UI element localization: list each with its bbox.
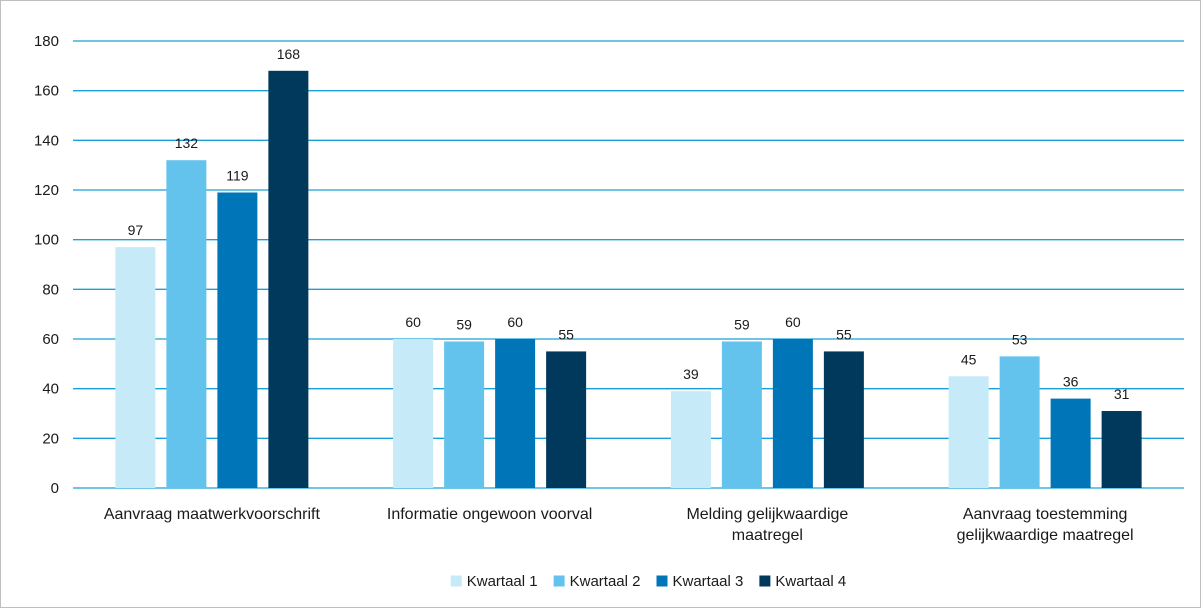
legend-swatch-1 xyxy=(450,575,462,587)
bar-2-1 xyxy=(393,339,434,488)
data-label-1-3: 119 xyxy=(226,167,249,183)
data-label-2-1: 60 xyxy=(405,314,421,330)
category-label-2: Informatie ongewoon voorval xyxy=(387,506,592,523)
y-axis-ticks: 0 20 40 60 80 100 120 140 160 180 xyxy=(34,33,59,497)
y-tick-label-180: 180 xyxy=(34,33,59,50)
data-label-4-4: 31 xyxy=(1114,386,1130,402)
y-tick-label-60: 60 xyxy=(42,331,59,348)
category-label-3-line-2: maatregel xyxy=(732,527,803,544)
data-label-1-4: 168 xyxy=(277,46,301,62)
bar-4-1 xyxy=(948,376,989,488)
data-label-1-2: 132 xyxy=(175,135,199,151)
data-label-2-4: 55 xyxy=(558,326,574,342)
category-label-4-line-1: Aanvraag toestemming xyxy=(963,506,1128,523)
bar-2-3 xyxy=(495,339,536,488)
legend-label-4: Kwartaal 4 xyxy=(775,573,846,590)
data-label-1-1: 97 xyxy=(128,222,144,238)
bar-3-2 xyxy=(721,341,762,488)
legend-label-2: Kwartaal 2 xyxy=(570,573,641,590)
y-tick-label-160: 160 xyxy=(34,83,59,100)
data-label-2-2: 59 xyxy=(456,316,472,332)
y-tick-label-40: 40 xyxy=(42,381,59,398)
y-tick-label-120: 120 xyxy=(34,182,59,199)
bar-1-3 xyxy=(217,192,258,488)
bar-1-1 xyxy=(115,247,156,488)
data-label-3-1: 39 xyxy=(683,366,699,382)
category-label-4-line-2: gelijkwaardige maatregel xyxy=(957,527,1134,544)
y-tick-label-100: 100 xyxy=(34,232,59,249)
x-axis-categories: Aanvraag maatwerkvoorschrift Informatie o… xyxy=(104,506,1134,544)
legend: Kwartaal 1 Kwartaal 2 Kwartaal 3 Kwartaal 4 xyxy=(450,573,846,590)
bar-2-4 xyxy=(546,351,587,488)
bar-3-4 xyxy=(823,351,864,488)
bar-2-2 xyxy=(444,341,485,488)
bar-1-2 xyxy=(166,160,207,488)
data-labels: 97 132 119 168 60 59 60 55 39 59 60 55 45 53 36 31 xyxy=(128,46,1130,402)
bar-4-3 xyxy=(1050,398,1091,488)
data-label-4-3: 36 xyxy=(1063,374,1079,390)
bar-3-3 xyxy=(772,339,813,488)
legend-swatch-3 xyxy=(656,575,668,587)
y-tick-label-80: 80 xyxy=(42,281,59,298)
bar-4-2 xyxy=(999,356,1040,488)
legend-label-3: Kwartaal 3 xyxy=(673,573,744,590)
data-label-3-3: 60 xyxy=(785,314,801,330)
data-label-3-4: 55 xyxy=(836,326,852,342)
data-label-2-3: 60 xyxy=(507,314,523,330)
bar-4-4 xyxy=(1101,411,1142,488)
bar-1-4 xyxy=(268,70,309,489)
y-tick-label-0: 0 xyxy=(51,480,59,497)
data-label-4-1: 45 xyxy=(961,351,977,367)
bar-3-1 xyxy=(670,391,711,488)
data-label-3-2: 59 xyxy=(734,316,750,332)
category-label-1: Aanvraag maatwerkvoorschrift xyxy=(104,506,321,523)
bars xyxy=(115,70,1142,489)
legend-label-1: Kwartaal 1 xyxy=(467,573,538,590)
legend-swatch-4 xyxy=(759,575,771,587)
category-label-3-line-1: Melding gelijkwaardige xyxy=(686,506,848,523)
y-tick-label-20: 20 xyxy=(42,430,59,447)
y-tick-label-140: 140 xyxy=(34,132,59,149)
gridlines xyxy=(73,40,1184,489)
legend-swatch-2 xyxy=(553,575,565,587)
data-label-4-2: 53 xyxy=(1012,331,1028,347)
